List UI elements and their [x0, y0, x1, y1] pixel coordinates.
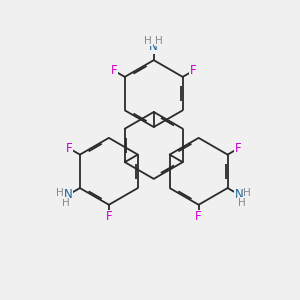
- Text: F: F: [111, 64, 118, 77]
- Text: F: F: [195, 210, 202, 224]
- Text: F: F: [106, 210, 112, 224]
- Text: N: N: [64, 188, 73, 201]
- Text: H: H: [238, 197, 246, 208]
- Text: H: H: [243, 188, 251, 198]
- Text: F: F: [66, 142, 73, 155]
- Text: H: H: [155, 36, 163, 46]
- Text: N: N: [149, 40, 158, 53]
- Text: N: N: [235, 188, 244, 201]
- Text: H: H: [144, 36, 152, 46]
- Text: F: F: [190, 64, 196, 77]
- Text: H: H: [62, 197, 70, 208]
- Text: F: F: [235, 142, 242, 155]
- Text: H: H: [56, 188, 64, 198]
